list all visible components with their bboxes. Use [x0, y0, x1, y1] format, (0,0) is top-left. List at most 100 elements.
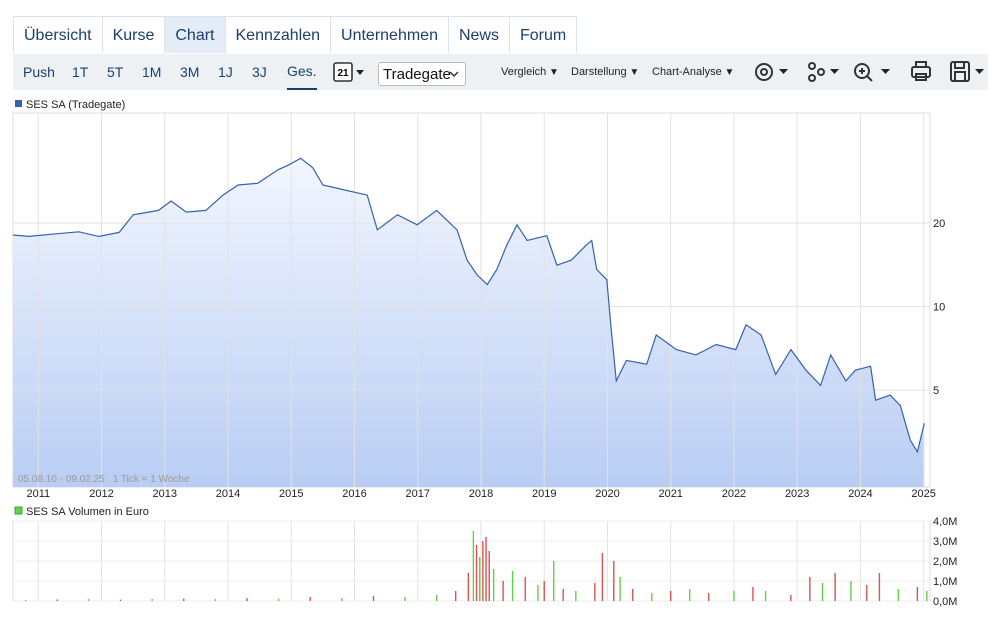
volume-bar: [214, 599, 217, 601]
tab[interactable]: News: [447, 16, 510, 53]
tool-icons: [755, 61, 984, 82]
volume-bar: [866, 585, 868, 601]
annotation: 05.08.10 - 09.02.25 1 Tick = 1 Woche: [18, 474, 190, 485]
period-button[interactable]: 3J: [252, 64, 267, 80]
period-button[interactable]: Ges.: [287, 54, 317, 90]
legend-swatch: [15, 100, 22, 107]
x-tick-label: 2014: [216, 488, 240, 500]
volume-bar: [601, 553, 604, 601]
y-tick-label: 4,0M: [933, 516, 957, 528]
legend-label: SES SA Volumen in Euro: [26, 506, 149, 518]
tab[interactable]: Chart: [164, 16, 226, 53]
volume-bar: [916, 587, 919, 601]
volume-bar: [472, 531, 475, 601]
volume-bar: [56, 599, 58, 601]
period-button[interactable]: 1J: [218, 64, 233, 80]
volume-bar: [277, 598, 280, 601]
menu-label: Darstellung: [571, 66, 627, 78]
volume-bar: [488, 551, 490, 601]
legend-label: SES SA (Tradegate): [26, 99, 125, 111]
menu-button[interactable]: Darstellung ▼: [571, 54, 639, 91]
volume-bar: [24, 600, 27, 601]
save-icon[interactable]: [950, 61, 970, 82]
volume-bar: [511, 571, 514, 601]
print-icon[interactable]: [911, 61, 931, 81]
x-tick-label: 2011: [26, 488, 50, 500]
volume-bar: [575, 591, 577, 601]
volume-bar: [562, 589, 564, 601]
exchange-label: Tradegate: [383, 66, 451, 83]
period-button[interactable]: 3M: [180, 64, 200, 80]
tab-bar: Übersicht Kurse Chart Kennzahlen Unternehmen…: [13, 16, 578, 53]
x-tick-label: 2016: [342, 488, 366, 500]
y-tick-label: 3,0M: [933, 536, 957, 548]
period-button[interactable]: 1T: [72, 64, 89, 80]
volume-bar: [436, 595, 438, 601]
tab[interactable]: Forum: [508, 16, 578, 53]
volume-bar: [670, 591, 672, 601]
menu-button[interactable]: Vergleich ▼: [501, 54, 559, 91]
volume-bar: [537, 585, 539, 601]
volume-bar: [482, 541, 484, 601]
volume-bar: [309, 597, 311, 601]
volume-bar: [119, 599, 122, 601]
volume-bar: [454, 591, 457, 601]
menu-label: Chart-Analyse: [652, 66, 722, 78]
zoom-icon[interactable]: [854, 63, 873, 82]
x-tick-label: 2019: [532, 488, 556, 500]
x-tick-label: 2015: [279, 488, 303, 500]
volume-bar: [790, 595, 792, 601]
y-tick-label: 20: [933, 218, 945, 230]
menu-label: Vergleich: [501, 66, 547, 78]
y-tick-label: 1,0M: [933, 576, 957, 588]
volume-bar: [151, 599, 153, 601]
volume-bar: [553, 561, 555, 601]
volume-bar: [809, 577, 811, 601]
volume-bar: [88, 599, 90, 601]
exchange-select[interactable]: Tradegate: [378, 62, 466, 86]
volume-bar: [404, 597, 406, 601]
chart-area: 2011 2012 2013 2014 2015 2016 2017 2018 2019 2020…: [12, 99, 957, 608]
period-button[interactable]: Push: [23, 64, 55, 80]
x-tick-label: 2012: [89, 488, 113, 500]
calendar-button[interactable]: 21: [333, 61, 365, 83]
volume-bar: [594, 583, 596, 601]
tab[interactable]: Kennzahlen: [224, 16, 332, 53]
tab[interactable]: Unternehmen: [330, 16, 449, 53]
volume-bar: [475, 545, 478, 601]
settings-icon[interactable]: [755, 63, 773, 81]
volume-bar: [613, 561, 615, 601]
volume-bar: [926, 591, 928, 601]
y-tick-label: 10: [933, 302, 945, 314]
volume-bar: [850, 581, 852, 601]
volume-bar: [543, 581, 545, 601]
price-line: [12, 157, 925, 454]
menu-button[interactable]: Chart-Analyse ▼: [652, 54, 734, 91]
y-tick-label: 5: [933, 385, 939, 397]
x-tick-label: 2021: [658, 488, 682, 500]
x-tick-label: 2018: [469, 488, 493, 500]
volume-bar: [492, 569, 495, 601]
tab[interactable]: Übersicht: [13, 16, 103, 53]
volume-bar: [821, 583, 824, 601]
caret: [449, 71, 459, 78]
y-tick-label: 0,0M: [933, 596, 957, 608]
volume-bar: [246, 598, 248, 601]
period-button[interactable]: 1M: [142, 64, 162, 80]
volume-bar: [688, 589, 691, 601]
caret: ▼: [721, 67, 735, 78]
x-tick-label: 2024: [848, 488, 872, 500]
x-tick-label: 2025: [911, 488, 935, 500]
volume-bar: [834, 573, 836, 601]
tab[interactable]: Kurse: [101, 16, 166, 53]
indicator-icon[interactable]: [808, 62, 825, 82]
volume-bar: [479, 557, 481, 601]
price-area: [13, 158, 925, 488]
x-tick-label: 2023: [785, 488, 809, 500]
toolbar: 21 Tradegate Push 1T 5T 1M 3M 1J 3J Ges. Verglei…: [13, 54, 988, 90]
volume-bar: [524, 577, 526, 601]
volume-bar: [707, 593, 710, 601]
calendar-icon: [333, 62, 353, 82]
period-button[interactable]: 5T: [107, 64, 124, 80]
